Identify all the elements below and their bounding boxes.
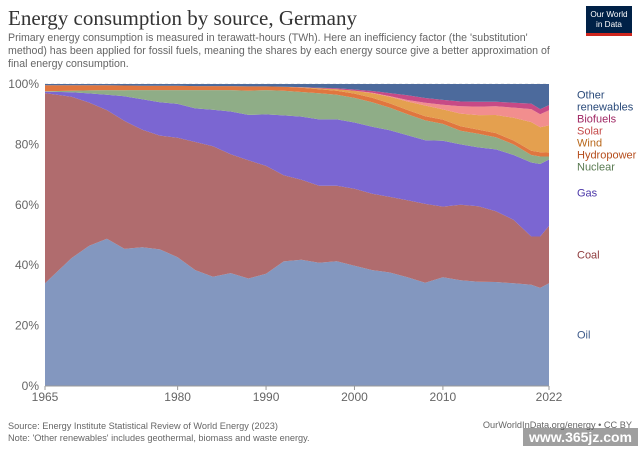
label-wind[interactable]: Wind xyxy=(577,138,602,150)
label-nuclear[interactable]: Nuclear xyxy=(577,162,615,174)
label-solar[interactable]: Solar xyxy=(577,126,603,138)
area-solar[interactable] xyxy=(45,85,549,128)
area-oil[interactable] xyxy=(45,238,549,386)
x-tick-label: 1965 xyxy=(32,390,59,404)
area-wind[interactable] xyxy=(45,85,549,153)
note-text: Note: 'Other renewables' includes geothe… xyxy=(8,433,310,443)
logo-line-1: Our World xyxy=(590,10,628,19)
area-nuclear[interactable] xyxy=(45,90,549,164)
y-tick-label: 0% xyxy=(22,379,40,393)
y-axis: 0% 20% 40% 60% 80% 100% xyxy=(8,77,39,393)
label-gas[interactable]: Gas xyxy=(577,188,598,200)
x-tick-label: 1980 xyxy=(164,390,191,404)
label-coal[interactable]: Coal xyxy=(577,250,600,262)
source-text: Source: Energy Institute Statistical Rev… xyxy=(8,421,278,431)
chart-subtitle: Primary energy consumption is measured i… xyxy=(8,32,550,70)
x-tick-label: 1990 xyxy=(253,390,280,404)
y-tick-label: 60% xyxy=(15,198,39,212)
watermark: www.365jz.com xyxy=(523,428,638,446)
chart-title: Energy consumption by source, Germany xyxy=(8,6,357,30)
area-coal[interactable] xyxy=(45,93,549,288)
x-tick-label: 2022 xyxy=(536,390,563,404)
credit-link[interactable]: OurWorldInData.org/energy • CC BY xyxy=(482,420,632,430)
y-tick-label: 20% xyxy=(15,319,39,333)
label-biofuels[interactable]: Biofuels xyxy=(577,114,617,126)
label-hydropower[interactable]: Hydropower xyxy=(577,150,637,162)
chart-footer: Source: Energy Institute Statistical Rev… xyxy=(8,420,310,444)
area-series xyxy=(45,84,549,386)
x-tick-label: 2000 xyxy=(341,390,368,404)
owid-logo[interactable]: Our World in Data xyxy=(586,6,632,36)
x-axis: 1965 1980 1990 2000 2010 2022 xyxy=(32,385,563,404)
x-tick-label: 2010 xyxy=(430,390,457,404)
series-labels: Other renewablesBiofuelsSolarWindHydropow… xyxy=(577,90,637,342)
label-other-renewables[interactable]: Other renewables xyxy=(577,90,634,114)
y-tick-label: 80% xyxy=(15,137,39,151)
label-oil[interactable]: Oil xyxy=(577,330,590,342)
y-tick-label: 100% xyxy=(8,77,39,91)
y-tick-label: 40% xyxy=(15,258,39,272)
area-gas[interactable] xyxy=(45,91,549,237)
area-other-renewables[interactable] xyxy=(45,84,549,110)
logo-line-2: in Data xyxy=(596,20,622,29)
